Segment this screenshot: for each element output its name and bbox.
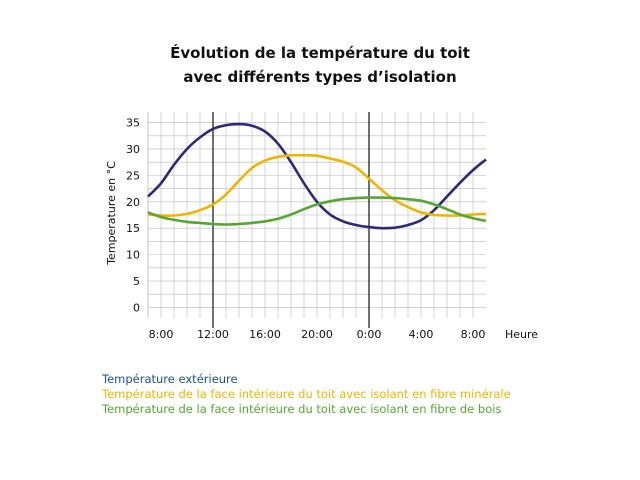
y-tick-label: 20 xyxy=(126,196,140,209)
x-tick-label: 20:00 xyxy=(301,328,333,341)
y-tick-label: 30 xyxy=(126,143,140,156)
series-lines xyxy=(147,122,487,230)
y-tick-label: 0 xyxy=(133,301,140,314)
chart-title-line-2: avec différents types d’isolation xyxy=(183,68,456,86)
series-line-1 xyxy=(147,153,487,217)
legend-item-mineral-fibre: Température de la face intérieure du toi… xyxy=(102,387,511,401)
x-axis-label: Heure xyxy=(505,328,538,341)
legend-item-exterior: Température extérieure xyxy=(102,372,238,386)
y-tick-label: 5 xyxy=(133,275,140,288)
x-tick-label: 4:00 xyxy=(409,328,434,341)
x-tick-label: 16:00 xyxy=(249,328,281,341)
x-tick-label: 0:00 xyxy=(357,328,382,341)
y-tick-label: 25 xyxy=(126,169,140,182)
chart-title-line-1: Évolution de la température du toit xyxy=(170,43,470,62)
x-tick-label: 8:00 xyxy=(149,328,174,341)
x-tick-label: 12:00 xyxy=(197,328,229,341)
x-tick-label: 8:00 xyxy=(461,328,486,341)
series-line-2 xyxy=(147,196,487,226)
y-tick-label: 35 xyxy=(126,117,140,130)
y-axis-label: Temperature en °C xyxy=(105,161,118,266)
legend-item-wood-fibre: Température de la face intérieure du toi… xyxy=(102,402,502,416)
y-tick-label: 10 xyxy=(126,249,140,262)
legend: Température extérieure Température de la… xyxy=(102,372,511,417)
y-tick-label: 15 xyxy=(126,222,140,235)
tick-labels: 0 5 10 15 20 25 30 35 8:00 12:00 16:00 20:00 0:00 4:0… xyxy=(126,117,485,341)
